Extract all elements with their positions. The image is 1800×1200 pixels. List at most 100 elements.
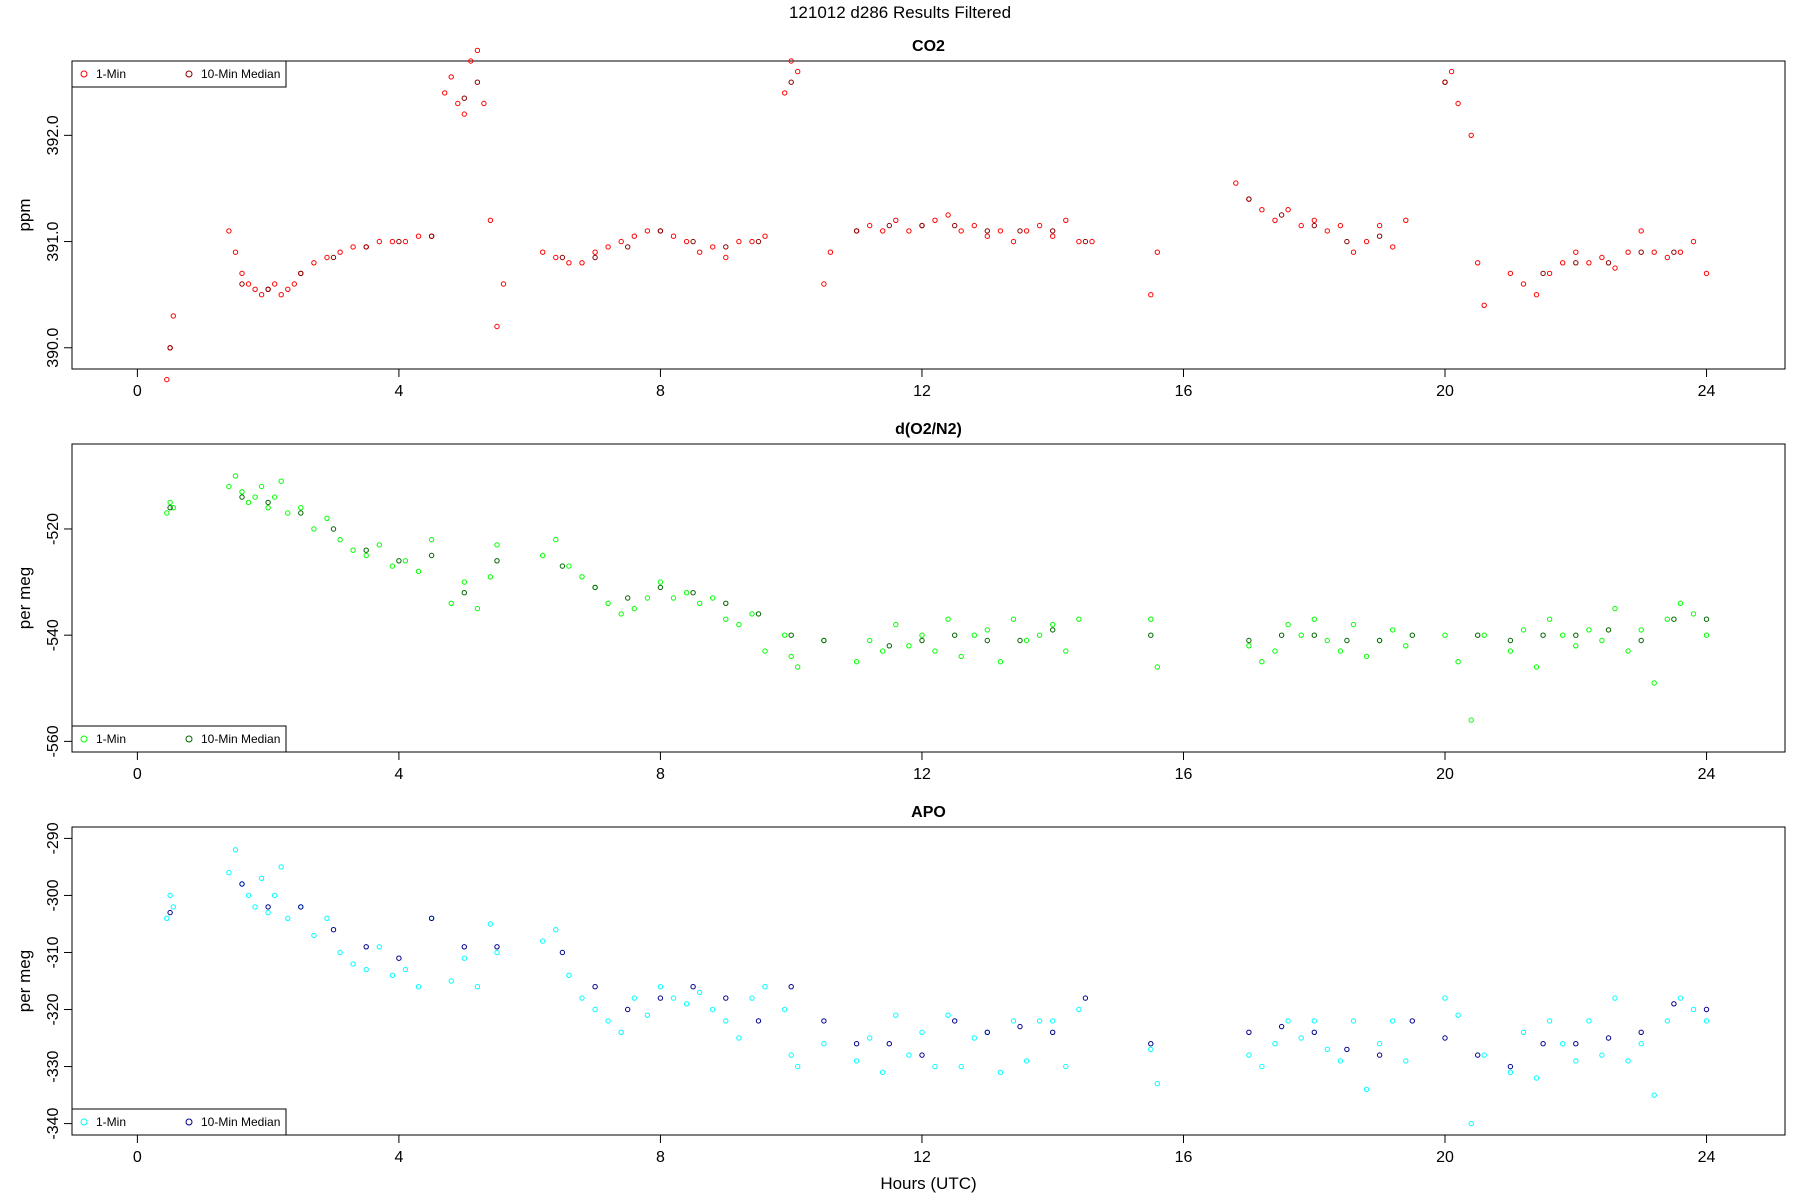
y-tick-label: -540 [45,619,62,651]
data-point [1350,249,1357,255]
data-point [657,228,664,234]
data-point [1605,1035,1612,1041]
x-tick-label: 8 [656,383,665,400]
y-tick-label: 391.0 [45,221,62,261]
data-point [1605,260,1612,266]
panel-0: CO2 ppm 0 4 8 12 16 20 24 390.0 391.0 392.0 1-Min 10-… [15,38,1786,400]
data-point [683,590,690,596]
y-tick-label: -310 [45,936,62,968]
series-one-min [164,847,1710,1127]
data-point [428,915,435,921]
data-point [788,1052,794,1058]
data-point [415,984,422,990]
data-point [853,1041,860,1047]
data-point [1677,995,1684,1001]
data-point [1148,632,1154,638]
data-point [1311,217,1318,224]
legend-label: 10-Min Median [201,1115,280,1129]
data-point [952,222,958,229]
data-point [389,238,396,245]
data-point [272,892,278,899]
legend-box [71,725,287,753]
data-point [1148,1041,1154,1047]
data-point [1324,1046,1331,1053]
x-tick-label: 12 [913,766,931,783]
data-point [1468,1120,1474,1127]
data-point [1468,717,1474,723]
data-point [1638,1041,1644,1047]
data-point [461,111,467,117]
data-point [880,228,886,234]
x-tick-label: 8 [656,766,665,783]
data-point [448,600,454,606]
data-point [1148,616,1154,622]
data-point [893,1012,899,1018]
data-point [1350,621,1357,628]
data-point [494,944,500,950]
data-point [164,915,170,921]
data-point [396,955,402,961]
data-point [1442,632,1448,638]
data-point [1507,637,1514,644]
data-point [1703,270,1710,277]
data-point [821,1041,827,1047]
data-point [1625,249,1631,255]
data-point [265,505,271,511]
data-point [723,616,729,622]
data-point [723,1018,729,1024]
data-point [1664,1018,1671,1024]
data-point [1082,995,1089,1001]
data-point [932,217,938,224]
data-point [945,1012,951,1018]
data-point [795,1063,801,1070]
data-point [363,244,369,250]
data-point [298,270,304,277]
data-point [487,217,494,224]
data-point [1017,1023,1023,1030]
legend-label: 1-Min [96,732,126,746]
data-point [1546,1018,1553,1024]
data-point [984,637,990,644]
plot-frame [71,826,1786,1136]
data-point [500,281,507,287]
data-point [461,590,467,596]
data-point [1703,1018,1710,1024]
data-point [853,228,860,234]
data-point [1599,637,1605,644]
data-point [1664,616,1671,622]
data-point [396,558,402,564]
data-point [1651,249,1657,255]
data-point [1050,233,1056,239]
data-point [631,605,637,612]
data-point [428,536,435,543]
data-point [1638,637,1644,644]
y-axis-label: ppm [15,198,34,231]
data-point [697,600,703,606]
data-point [1586,627,1592,633]
data-point [631,995,637,1001]
data-point [1612,605,1618,612]
data-point [285,510,291,516]
y-tick-label: -560 [45,725,62,757]
y-tick-label: -340 [45,1107,62,1139]
data-point [291,281,297,287]
data-point [932,648,938,654]
data-point [697,249,703,255]
data-point [1599,254,1605,261]
data-point [1344,1046,1350,1053]
data-point [265,909,271,916]
data-point [906,228,912,234]
data-point [1540,1041,1546,1047]
data-point [1442,995,1448,1001]
data-point [540,249,546,255]
data-point [657,995,664,1001]
data-point [1311,1029,1318,1036]
data-point [448,74,454,80]
data-point [232,249,239,255]
data-point [749,995,755,1001]
data-point [232,847,239,853]
legend-marker [185,1118,193,1126]
data-point [298,510,304,516]
data-point [1050,627,1056,633]
data-point [1481,302,1487,308]
